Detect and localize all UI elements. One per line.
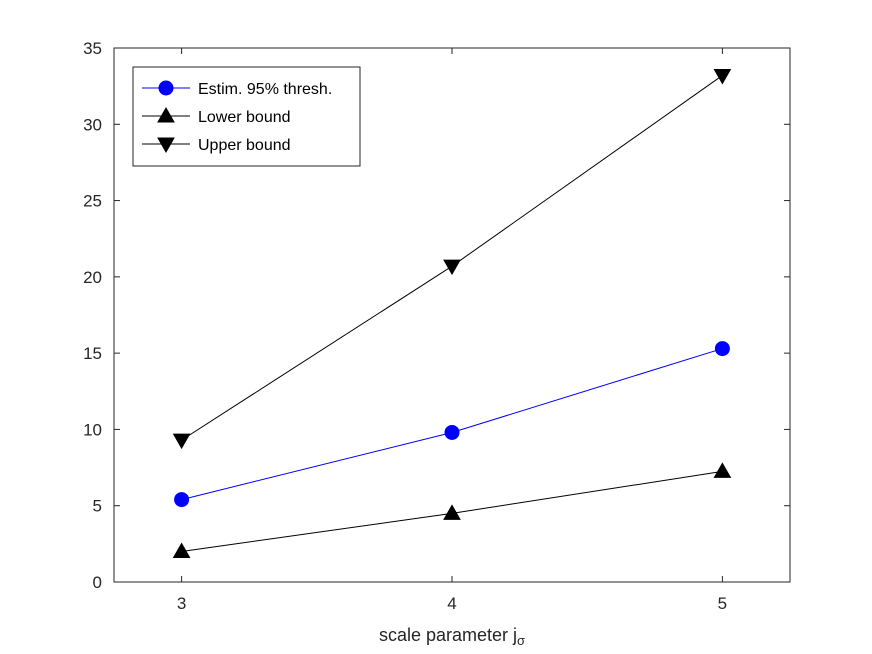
y-tick-label: 15 <box>83 344 102 363</box>
legend-marker <box>158 80 174 96</box>
y-tick-label: 20 <box>83 268 102 287</box>
legend-entry: Estim. 95% thresh. <box>142 80 332 98</box>
series-1 <box>172 462 732 558</box>
data-point <box>174 492 190 508</box>
legend-label: Estim. 95% thresh. <box>198 81 332 98</box>
legend-marker <box>157 137 175 154</box>
x-tick-label: 5 <box>718 594 727 613</box>
legend-marker <box>157 106 175 123</box>
series-0 <box>174 341 730 508</box>
series-2 <box>172 68 732 450</box>
data-point <box>443 259 461 276</box>
x-axis-label-subscript: σ <box>517 633 525 648</box>
x-axis-label: scale parameter jσ <box>379 625 525 648</box>
data-point <box>713 462 732 478</box>
y-tick-label: 35 <box>83 39 102 58</box>
y-tick-label: 25 <box>83 192 102 211</box>
legend-label: Upper bound <box>198 137 291 154</box>
data-point <box>172 433 191 450</box>
data-point <box>714 341 730 357</box>
y-tick-label: 5 <box>93 497 102 516</box>
legend: Estim. 95% thresh. Lower bound Upper bound <box>132 66 361 167</box>
x-tick-label: 4 <box>447 594 456 613</box>
y-tick-label: 30 <box>83 115 102 134</box>
y-tick-label: 0 <box>93 573 102 592</box>
data-point <box>172 542 191 558</box>
y-tick-label: 10 <box>83 420 102 439</box>
legend-entry: Lower bound <box>142 106 291 126</box>
legend-label: Lower bound <box>198 109 291 126</box>
data-point <box>443 504 461 520</box>
data-point <box>713 68 732 85</box>
data-point <box>444 424 460 440</box>
x-tick-label: 3 <box>177 594 186 613</box>
legend-entry: Upper bound <box>142 137 291 154</box>
